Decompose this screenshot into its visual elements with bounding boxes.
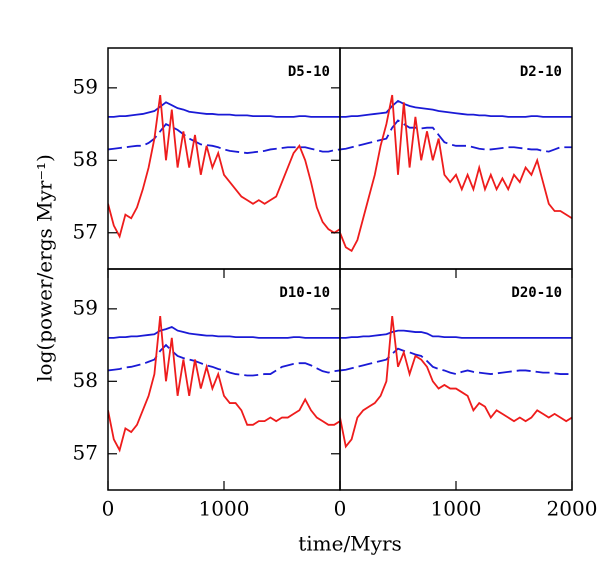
data-line [340, 315, 572, 449]
panel-title: D10-10 [279, 285, 330, 301]
panel-title: D5-10 [288, 64, 330, 80]
panel-title: D20-10 [511, 285, 562, 301]
y-axis-label: log(power/ergs Myr⁻¹) [33, 154, 57, 382]
data-line [340, 99, 572, 118]
data-line [108, 316, 340, 453]
panel-title: D2-10 [520, 64, 562, 80]
panel-frame [339, 268, 573, 491]
data-line [340, 329, 572, 339]
x-tick-label: 1000 [431, 497, 482, 521]
data-line [108, 101, 340, 118]
x-axis-label: time/Myrs [298, 532, 402, 556]
panel-frame [107, 268, 341, 491]
data-line [108, 325, 340, 339]
x-tick-label: 0 [102, 497, 115, 521]
data-line [340, 347, 572, 376]
data-line [108, 343, 340, 377]
x-tick-label: 2000 [547, 497, 598, 521]
y-tick-label: 59 [73, 295, 98, 319]
data-line [340, 94, 572, 253]
data-line [108, 122, 340, 154]
x-tick-label: 0 [334, 497, 347, 521]
y-tick-label: 59 [73, 74, 98, 98]
y-tick-label: 57 [73, 440, 98, 464]
x-tick-label: 1000 [199, 497, 250, 521]
y-tick-label: 57 [73, 219, 98, 243]
data-line [340, 119, 572, 153]
data-line [108, 94, 340, 239]
y-tick-label: 58 [73, 147, 98, 171]
y-tick-label: 58 [73, 368, 98, 392]
